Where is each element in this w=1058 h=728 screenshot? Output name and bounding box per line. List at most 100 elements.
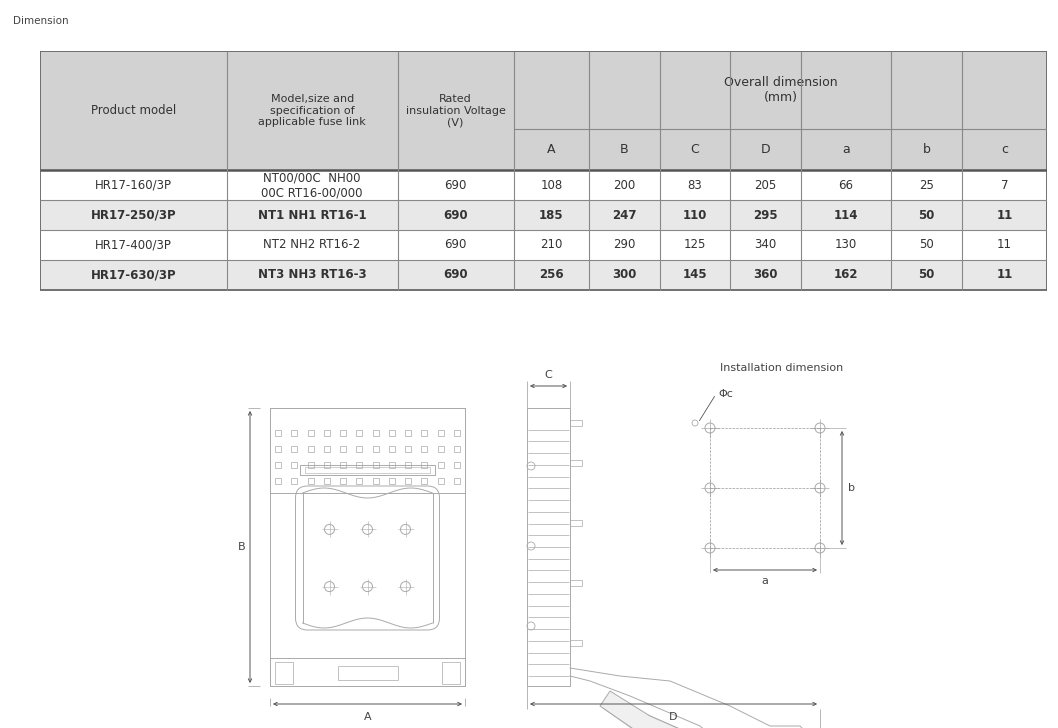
Text: 210: 210 — [541, 239, 563, 251]
Bar — [421, 478, 427, 484]
Polygon shape — [600, 691, 750, 728]
Text: 50: 50 — [918, 269, 934, 281]
Bar — [372, 478, 379, 484]
Bar — [438, 430, 443, 436]
Text: Model,size and
specification of
applicable fuse link: Model,size and specification of applicab… — [258, 94, 366, 127]
Text: 300: 300 — [613, 269, 637, 281]
Bar — [291, 462, 297, 468]
Bar — [324, 462, 330, 468]
Text: 690: 690 — [443, 269, 468, 281]
Bar — [270, 408, 466, 686]
Bar — [324, 478, 330, 484]
Bar — [454, 462, 460, 468]
Bar — [405, 430, 412, 436]
Text: 247: 247 — [613, 209, 637, 221]
Bar — [389, 462, 395, 468]
Text: 11: 11 — [997, 209, 1013, 221]
Text: 145: 145 — [682, 269, 707, 281]
Bar — [275, 478, 281, 484]
Text: a: a — [842, 143, 850, 156]
Bar — [438, 446, 443, 452]
Text: 11: 11 — [997, 239, 1013, 251]
Bar — [308, 446, 313, 452]
Bar — [570, 420, 582, 426]
Text: 125: 125 — [683, 239, 706, 251]
Text: 690: 690 — [444, 179, 467, 191]
Bar — [454, 478, 460, 484]
Bar — [372, 430, 379, 436]
Bar — [372, 462, 379, 468]
Bar — [338, 666, 398, 680]
Bar — [454, 446, 460, 452]
Text: 290: 290 — [614, 239, 636, 251]
Bar — [324, 430, 330, 436]
Bar — [405, 462, 412, 468]
Text: 114: 114 — [834, 209, 858, 221]
Text: 185: 185 — [540, 209, 564, 221]
Bar — [357, 462, 362, 468]
Bar — [308, 478, 313, 484]
Bar — [291, 446, 297, 452]
Text: c: c — [1001, 143, 1008, 156]
Bar — [300, 465, 435, 475]
Bar — [340, 462, 346, 468]
Bar — [421, 446, 427, 452]
Text: NT2 NH2 RT16-2: NT2 NH2 RT16-2 — [263, 239, 361, 251]
Bar — [570, 640, 582, 646]
Bar — [324, 446, 330, 452]
Text: C: C — [691, 143, 699, 156]
Bar — [570, 520, 582, 526]
Text: 7: 7 — [1001, 179, 1008, 191]
Text: 50: 50 — [919, 239, 934, 251]
Text: Rated
insulation Voltage
(V): Rated insulation Voltage (V) — [406, 94, 506, 127]
Bar — [454, 430, 460, 436]
Text: 162: 162 — [834, 269, 858, 281]
Text: 360: 360 — [753, 269, 778, 281]
Bar — [421, 430, 427, 436]
Bar — [442, 662, 460, 684]
Bar — [570, 580, 582, 586]
Bar — [275, 430, 281, 436]
Bar — [389, 446, 395, 452]
Text: Overall dimension
(mm): Overall dimension (mm) — [724, 76, 837, 104]
Text: C: C — [545, 370, 552, 380]
Text: 205: 205 — [754, 179, 777, 191]
Text: a: a — [762, 576, 768, 586]
Text: 50: 50 — [918, 209, 934, 221]
Bar — [340, 446, 346, 452]
Bar — [308, 430, 313, 436]
Text: 690: 690 — [443, 209, 468, 221]
Text: 295: 295 — [753, 209, 778, 221]
Bar — [291, 430, 297, 436]
Text: 83: 83 — [688, 179, 703, 191]
Bar — [275, 462, 281, 468]
Text: Product model: Product model — [91, 104, 176, 117]
Text: b: b — [849, 483, 855, 493]
Bar — [291, 478, 297, 484]
Bar — [275, 662, 293, 684]
Text: 256: 256 — [540, 269, 564, 281]
Bar — [527, 408, 570, 686]
Text: 200: 200 — [614, 179, 636, 191]
Bar — [570, 460, 582, 466]
Text: 25: 25 — [919, 179, 934, 191]
Text: B: B — [238, 542, 245, 552]
Text: Φc: Φc — [718, 389, 733, 399]
Bar — [270, 408, 466, 493]
Bar — [357, 430, 362, 436]
Bar — [340, 430, 346, 436]
Bar — [275, 446, 281, 452]
Text: HR17-250/3P: HR17-250/3P — [91, 209, 177, 221]
Text: A: A — [364, 712, 371, 722]
Bar — [405, 478, 412, 484]
Text: Installation dimension: Installation dimension — [720, 363, 843, 373]
Text: 11: 11 — [997, 269, 1013, 281]
Text: HR17-400/3P: HR17-400/3P — [95, 239, 171, 251]
Text: 110: 110 — [682, 209, 707, 221]
Bar — [308, 462, 313, 468]
Bar — [270, 658, 466, 686]
Bar — [389, 478, 395, 484]
Bar — [357, 446, 362, 452]
Bar — [389, 430, 395, 436]
Text: 108: 108 — [541, 179, 563, 191]
